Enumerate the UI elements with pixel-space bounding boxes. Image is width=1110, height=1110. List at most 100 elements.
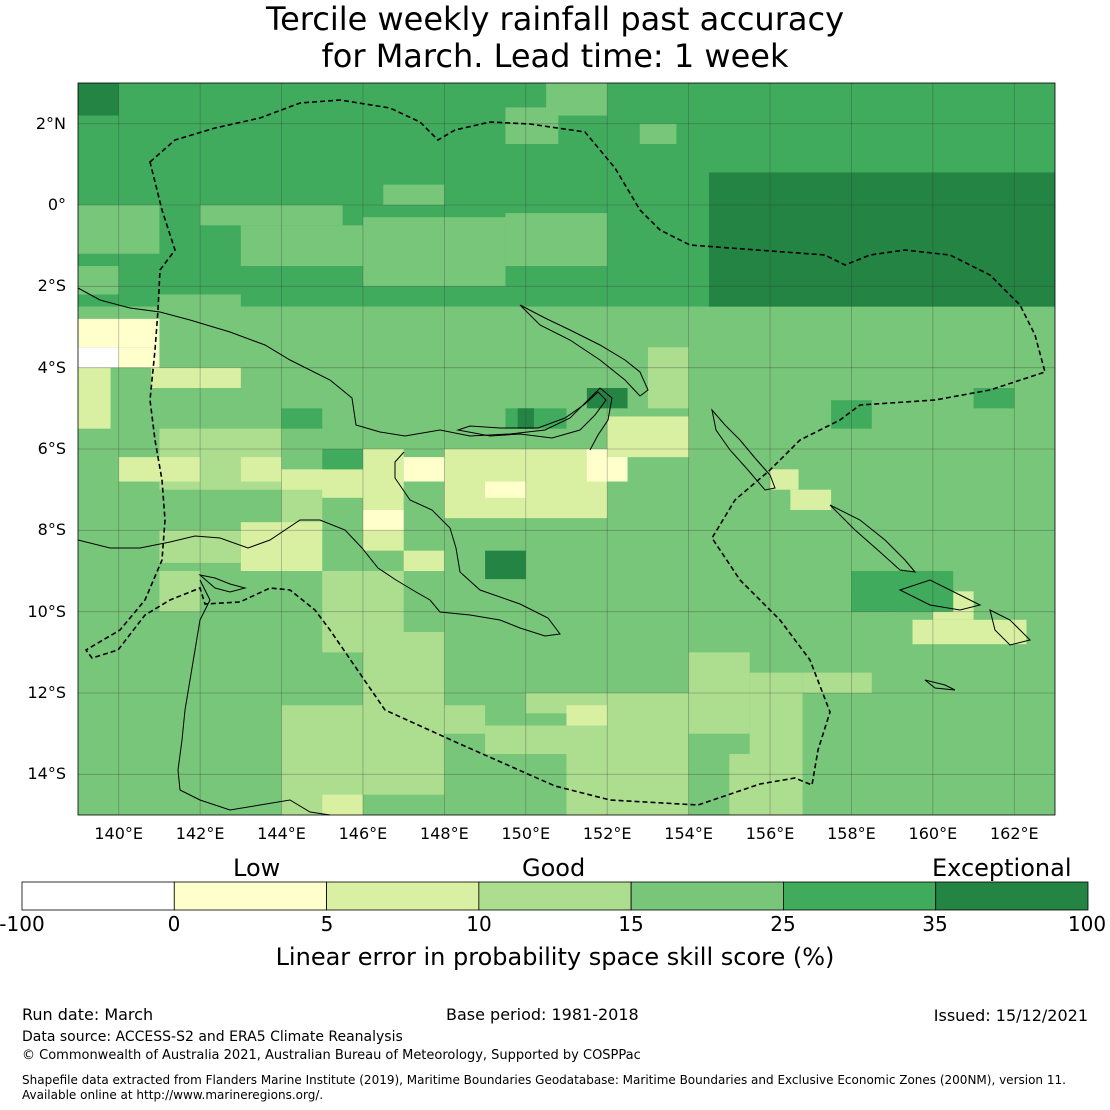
longitude-tick-label: 162°E [989,824,1039,843]
latitude-tick-label: 12°S [27,683,66,702]
skill-cell [790,489,832,510]
shapefile-credit-line1: Shapefile data extracted from Flanders M… [22,1073,1066,1087]
latitude-tick-label: 6°S [37,439,66,458]
skill-cell [566,705,608,726]
png-coastline-north [77,287,613,451]
colorbar-tick-label: 35 [922,912,948,936]
longitude-tick-label: 142°E [175,824,225,843]
colorbar-segment [21,881,175,911]
skill-cell [200,205,343,226]
skill-cell [78,318,160,348]
skill-cell [240,522,323,571]
colorbar-segment [630,881,784,911]
skill-cell [362,510,404,531]
longitude-tick-label: 148°E [420,824,469,843]
skill-cell [517,408,534,429]
longitude-tick-label: 152°E [582,824,632,843]
category-label-low: Low [233,854,281,882]
colorbar-tick-label: 25 [770,912,796,936]
skill-cell [151,367,241,388]
skill-cell [546,83,608,116]
skill-cell [118,457,201,482]
colorbar-tick-label: -100 [0,912,45,936]
skill-cell [647,347,689,409]
skill-cell [322,449,363,470]
longitude-tick-label: 144°E [257,824,306,843]
skill-grid-cells [78,83,1055,815]
skill-cell [78,367,111,429]
latitude-tick-label: 2°S [37,276,66,296]
cape-york-coastline [177,579,331,816]
skill-cell [118,347,160,368]
longitude-tick-label: 140°E [94,824,144,843]
solomon-islands-coastline [829,504,1031,691]
colorbar-tick-label: 5 [320,912,334,936]
skill-cell [505,408,567,429]
run-date: Run date: March [22,1005,154,1024]
skill-cell [281,408,323,429]
skill-cell [383,184,445,205]
colorbar-tick-label: 100 [1067,912,1107,936]
copyright: © Commonwealth of Australia 2021, Austra… [22,1048,641,1063]
skill-cell [403,550,445,571]
skill-cell [851,591,893,612]
skill-cell [159,530,241,563]
colorbar-tick-label: 10 [466,912,492,936]
skill-cell [802,672,872,693]
colorbar [21,881,1089,911]
skill-cell [78,347,119,368]
skill-cell [78,266,119,295]
skill-cell [240,457,282,482]
latitude-tick-label: 0° [47,195,66,214]
skill-cell [749,672,803,754]
latitude-tick-label: 2°N [35,113,66,133]
latitude-tick-label: 4°S [37,357,66,377]
skill-cell [729,754,803,815]
map-title-line1: Tercile weekly rainfall past accuracy [265,0,844,38]
skill-cell [322,794,363,815]
longitude-tick-label: 146°E [338,824,388,843]
skill-cell [831,400,872,429]
new-ireland-coastline [519,304,649,397]
skill-cell [159,571,201,612]
skill-cell [485,481,526,498]
skill-cell [912,619,1027,645]
bougainville-coastline [711,408,776,491]
longitude-tick-label: 150°E [501,824,551,843]
skill-cell [362,632,445,795]
skill-cell [485,550,526,580]
map-title-line2: for March. Lead time: 1 week [321,37,789,75]
skill-cell [78,205,160,254]
data-source: Data source: ACCESS-S2 and ERA5 Climate … [22,1029,403,1045]
colorbar-segment [478,881,632,911]
colorbar-segment [326,881,480,911]
skill-cell [444,705,486,734]
longitude-tick-label: 154°E [664,824,713,843]
longitude-tick-label: 156°E [745,824,795,843]
lat-lon-gridlines [78,83,1055,815]
skill-cell [688,652,750,734]
new-britain-coastline [456,391,607,439]
coastlines [77,287,1031,816]
eez-boundary [84,99,1046,806]
torres-strait-coastline [198,574,247,593]
skill-cell [505,213,608,266]
skill-cell [639,123,677,144]
issued-date: Issued: 15/12/2021 [933,1006,1088,1025]
skill-cell [485,725,567,754]
colorbar-tick-label: 0 [167,912,181,936]
longitude-tick-label: 160°E [908,824,958,843]
latitude-tick-label: 14°S [27,764,66,784]
skill-cell [770,469,799,490]
map-frame [77,82,1056,816]
skill-cell [362,449,404,551]
latitude-tick-label: 10°S [27,601,66,621]
colorbar-tick-label: 15 [618,912,644,936]
skill-cell [403,457,445,482]
colorbar-axis-label: Linear error in probability space skill … [275,943,835,971]
skill-cell [607,416,689,458]
longitude-tick-label: 158°E [827,824,876,843]
skill-cell [159,294,241,307]
skill-cell [240,225,363,266]
